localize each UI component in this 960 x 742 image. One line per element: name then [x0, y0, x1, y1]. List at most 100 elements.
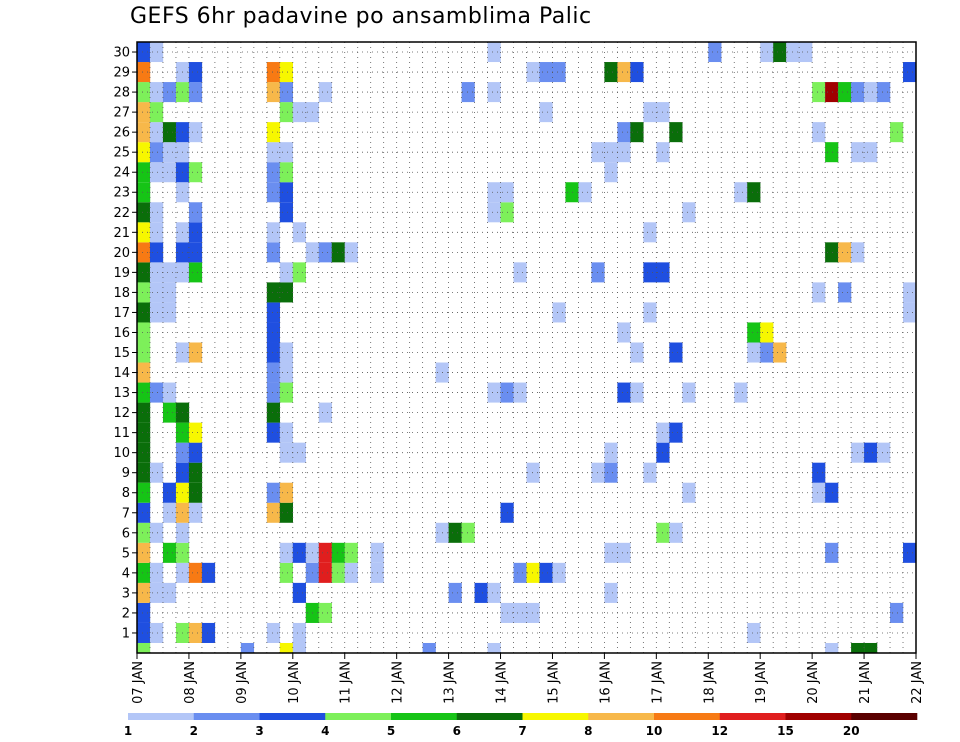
colorbar-swatch	[259, 713, 326, 720]
heatmap-cell	[838, 242, 852, 263]
heatmap-cell	[137, 522, 151, 543]
y-tick-label: 21	[113, 226, 130, 241]
heatmap-cell	[279, 442, 293, 463]
heatmap-cell	[461, 522, 475, 543]
y-tick-label: 26	[113, 126, 130, 141]
heatmap-cell	[825, 242, 839, 263]
heatmap-cell	[825, 642, 839, 653]
x-tick-label: 10 JAN	[287, 661, 302, 704]
heatmap-cell	[188, 242, 203, 263]
heatmap-cell	[669, 522, 683, 543]
heatmap-cell	[812, 462, 826, 483]
heatmap-cell	[747, 622, 761, 643]
heatmap-cell	[448, 522, 462, 543]
heatmap-cell	[682, 202, 696, 223]
y-tick-label: 16	[113, 326, 130, 341]
heatmap-cell	[643, 222, 657, 243]
heatmap-cell	[137, 402, 151, 423]
heatmap-cell	[188, 122, 203, 143]
heatmap-cell	[149, 562, 164, 583]
heatmap-cell	[137, 622, 151, 643]
heatmap-cell	[643, 462, 657, 483]
heatmap-cell	[318, 402, 332, 423]
heatmap-cell	[604, 62, 618, 83]
y-tick-label: 30	[113, 46, 130, 61]
heatmap-cell	[137, 582, 151, 603]
heatmap-cell	[137, 182, 151, 203]
y-tick-label: 19	[113, 266, 130, 281]
heatmap-cell	[279, 542, 293, 563]
colorbar-label: 6	[453, 724, 461, 738]
heatmap-cell	[137, 162, 151, 183]
heatmap-cell	[851, 642, 865, 653]
heatmap-cell	[137, 542, 151, 563]
grid-lines	[137, 42, 916, 653]
x-tick-label: 15 JAN	[546, 661, 561, 704]
colorbar-label: 7	[518, 724, 526, 738]
x-tick-label: 12 JAN	[391, 661, 406, 704]
heatmap-cell	[617, 122, 631, 143]
heatmap-cell	[487, 82, 501, 103]
heatmap-cell	[137, 602, 151, 623]
heatmap-cell	[266, 382, 281, 403]
x-axis-ticks: 07 JAN 08 JAN 09 JAN 10 JAN 11 JAN 12 JAN 13 J…	[131, 653, 925, 704]
colorbar-label: 2	[190, 724, 198, 738]
heatmap-cell	[149, 382, 164, 403]
heatmap-cell	[617, 142, 631, 163]
heatmap-cell	[422, 642, 436, 653]
heatmap-cell	[162, 582, 177, 603]
heatmap-cell	[149, 222, 164, 243]
colorbar-swatch	[851, 713, 918, 720]
heatmap-cell	[448, 582, 462, 603]
heatmap-cell	[318, 602, 332, 623]
heatmap-cell	[344, 562, 358, 583]
heatmap-cell	[149, 242, 164, 263]
heatmap-cell	[266, 342, 281, 363]
heatmap-cell	[188, 482, 203, 503]
x-tick-label: 18 JAN	[702, 661, 717, 704]
heatmap-cell	[279, 102, 293, 123]
heatmap-cell	[318, 82, 332, 103]
heatmap-cell	[188, 62, 203, 83]
y-tick-label: 1	[122, 626, 130, 641]
heatmap-cell	[279, 342, 293, 363]
heatmap-cell	[188, 422, 203, 443]
heatmap-cell	[279, 202, 293, 223]
heatmap-cell	[266, 302, 281, 323]
heatmap-cell	[266, 502, 281, 523]
heatmap-cell	[188, 562, 203, 583]
heatmap-cell	[162, 482, 177, 503]
y-tick-label: 20	[113, 246, 130, 261]
heatmap-cell	[903, 282, 917, 303]
y-tick-label: 12	[113, 406, 130, 421]
heatmap-cell	[149, 262, 164, 283]
heatmap-cell	[266, 122, 281, 143]
heatmap-cell	[760, 342, 774, 363]
heatmap-cell	[162, 82, 177, 103]
heatmap-cell	[877, 82, 891, 103]
y-tick-label: 18	[113, 286, 130, 301]
heatmap-cell	[149, 282, 164, 303]
heatmap-cell	[162, 262, 177, 283]
heatmap-cell	[513, 602, 527, 623]
heatmap-cell	[137, 142, 151, 163]
heatmap-cell	[812, 82, 826, 103]
heatmap-cell	[279, 142, 293, 163]
heatmap-cell	[734, 382, 748, 403]
heatmap-cell	[188, 262, 203, 283]
heatmap-cell	[604, 462, 618, 483]
heatmap-cell	[149, 522, 164, 543]
heatmap-cell	[552, 562, 566, 583]
heatmap-cell	[137, 242, 151, 263]
x-tick-label: 07 JAN	[131, 661, 146, 704]
heatmap-cell	[604, 442, 618, 463]
heatmap-cell	[292, 582, 306, 603]
heatmap-cell	[760, 42, 774, 63]
heatmap-cell	[344, 542, 358, 563]
y-tick-label: 7	[122, 506, 130, 521]
heatmap-cell	[240, 642, 255, 653]
heatmap-cell	[279, 562, 293, 583]
heatmap-cell	[292, 642, 306, 653]
heatmap-cell	[279, 422, 293, 443]
heatmap-cell	[137, 82, 151, 103]
